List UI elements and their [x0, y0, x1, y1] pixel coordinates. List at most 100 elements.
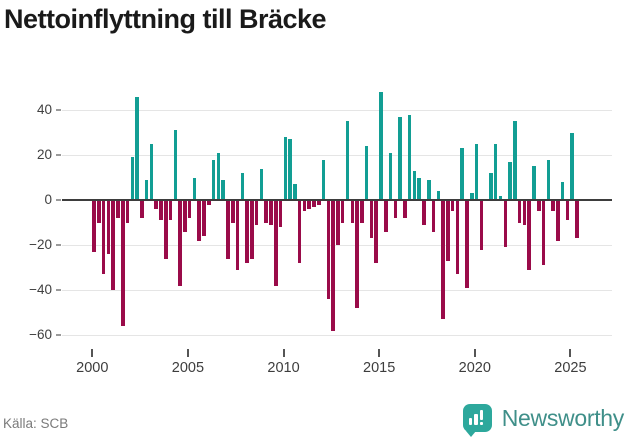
y-axis-tick-label: −40 [29, 282, 52, 297]
x-axis-tick-label: 2015 [363, 360, 396, 376]
bar-2024-q4 [565, 200, 570, 221]
bar-2011-q2 [307, 200, 311, 209]
bar-2018-q1 [436, 191, 441, 200]
bar-2025-q2 [575, 200, 579, 239]
y-axis-tick [56, 289, 61, 291]
bar-2022-q4 [527, 200, 531, 270]
bar-2000-q2 [97, 200, 101, 223]
bar-2018-q4 [450, 200, 455, 212]
bar-2020-q2 [479, 200, 484, 250]
bar-2015-q4 [393, 200, 398, 218]
bar-2021-q4 [508, 161, 512, 200]
bar-2004-q4 [183, 200, 187, 232]
bar-2015-q3 [388, 152, 393, 200]
bar-2018-q2 [441, 200, 445, 320]
bar-2017-q1 [417, 177, 421, 200]
bar-2022-q1 [513, 121, 517, 200]
bar-2016-q2 [403, 200, 407, 218]
y-axis-tick-label: 40 [36, 102, 52, 117]
bar-2012-q2 [326, 200, 331, 299]
logo-exclamation-icon [479, 410, 484, 420]
bar-2010-q1 [283, 137, 288, 200]
bar-2005-q4 [202, 200, 206, 236]
x-axis-tick-label: 2025 [554, 360, 587, 376]
bar-2016-q4 [412, 170, 417, 200]
y-axis-tick [56, 199, 61, 201]
bar-2023-q3 [541, 200, 546, 266]
bar-2019-q3 [465, 200, 469, 288]
bar-2021-q3 [503, 200, 508, 248]
bar-2009-q3 [273, 200, 278, 286]
bar-2011-q1 [302, 200, 307, 212]
net-migration-bar-chart: 40 20 0 −20 −40 −60 2000 2005 2010 2015 2020 2025 [29, 92, 612, 376]
bar-2005-q2 [192, 177, 197, 200]
bar-2004-q3 [178, 200, 182, 286]
bar-2012-q3 [331, 200, 335, 331]
bar-2000-q4 [106, 200, 111, 254]
bar-2007-q2 [230, 200, 235, 223]
bar-2003-q3 [159, 200, 163, 221]
bar-2009-q1 [264, 200, 268, 223]
bar-2006-q3 [216, 152, 221, 200]
y-axis-tick-label: 20 [36, 147, 52, 162]
bar-2014-q4 [374, 200, 378, 263]
bar-2012-q1 [321, 159, 326, 200]
page-title: Nettoinflyttning till Bräcke [4, 4, 327, 34]
y-gridline [62, 335, 612, 336]
bar-2003-q4 [164, 200, 168, 259]
bar-2024-q2 [556, 200, 560, 241]
bar-2025-q1 [570, 132, 574, 200]
bar-2014-q2 [364, 146, 369, 200]
bar-2009-q4 [278, 200, 283, 227]
bar-2019-q2 [460, 148, 465, 200]
bar-2002-q2 [135, 96, 139, 200]
bar-2004-q2 [173, 130, 178, 200]
x-axis-tick [91, 349, 94, 357]
bar-2000-q3 [101, 200, 106, 275]
bar-2018-q3 [446, 200, 450, 261]
bar-2015-q2 [383, 200, 388, 232]
source-note: Källa: SCB [3, 416, 69, 431]
bar-2008-q1 [245, 200, 249, 263]
bar-2021-q2 [498, 195, 503, 200]
y-gridline [62, 155, 612, 156]
bar-2011-q4 [317, 200, 321, 205]
bar-2003-q1 [149, 143, 154, 200]
bar-2019-q4 [470, 193, 474, 200]
bar-2013-q3 [350, 200, 355, 223]
bar-2020-q4 [489, 173, 493, 200]
bar-2004-q1 [168, 200, 173, 221]
bar-2010-q2 [288, 139, 292, 200]
y-axis-tick-label: −60 [29, 327, 52, 342]
bar-2013-q1 [340, 200, 345, 223]
logo-bar-icon [468, 418, 473, 425]
x-axis-tick-label: 2010 [267, 360, 300, 376]
bar-2001-q1 [111, 200, 115, 290]
bar-2001-q2 [116, 200, 120, 218]
logo-bar-icon [474, 414, 478, 425]
bar-2013-q2 [345, 121, 350, 200]
y-axis-tick [56, 154, 61, 156]
newsworthy-logo: Newsworthy [462, 404, 624, 437]
bar-2017-q3 [427, 179, 431, 200]
bar-2020-q1 [474, 143, 479, 200]
y-gridline [62, 245, 612, 246]
y-axis-tick-label: −20 [29, 237, 52, 252]
bar-2005-q1 [187, 200, 192, 218]
bar-2014-q1 [360, 200, 364, 223]
x-axis-tick [186, 349, 189, 357]
bar-2009-q2 [269, 200, 273, 225]
x-axis-tick [378, 349, 381, 357]
bar-2024-q3 [560, 182, 565, 200]
bar-2010-q3 [293, 184, 297, 200]
bar-2016-q1 [398, 116, 402, 200]
y-gridline [62, 290, 612, 291]
bar-2002-q1 [130, 157, 135, 200]
bar-2017-q4 [431, 200, 436, 232]
bar-2021-q1 [493, 143, 498, 200]
bar-2001-q3 [120, 200, 125, 326]
x-axis-tick-label: 2000 [76, 360, 109, 376]
bar-2023-q2 [536, 200, 541, 212]
bar-2003-q2 [154, 200, 158, 209]
bar-2024-q1 [551, 200, 555, 212]
